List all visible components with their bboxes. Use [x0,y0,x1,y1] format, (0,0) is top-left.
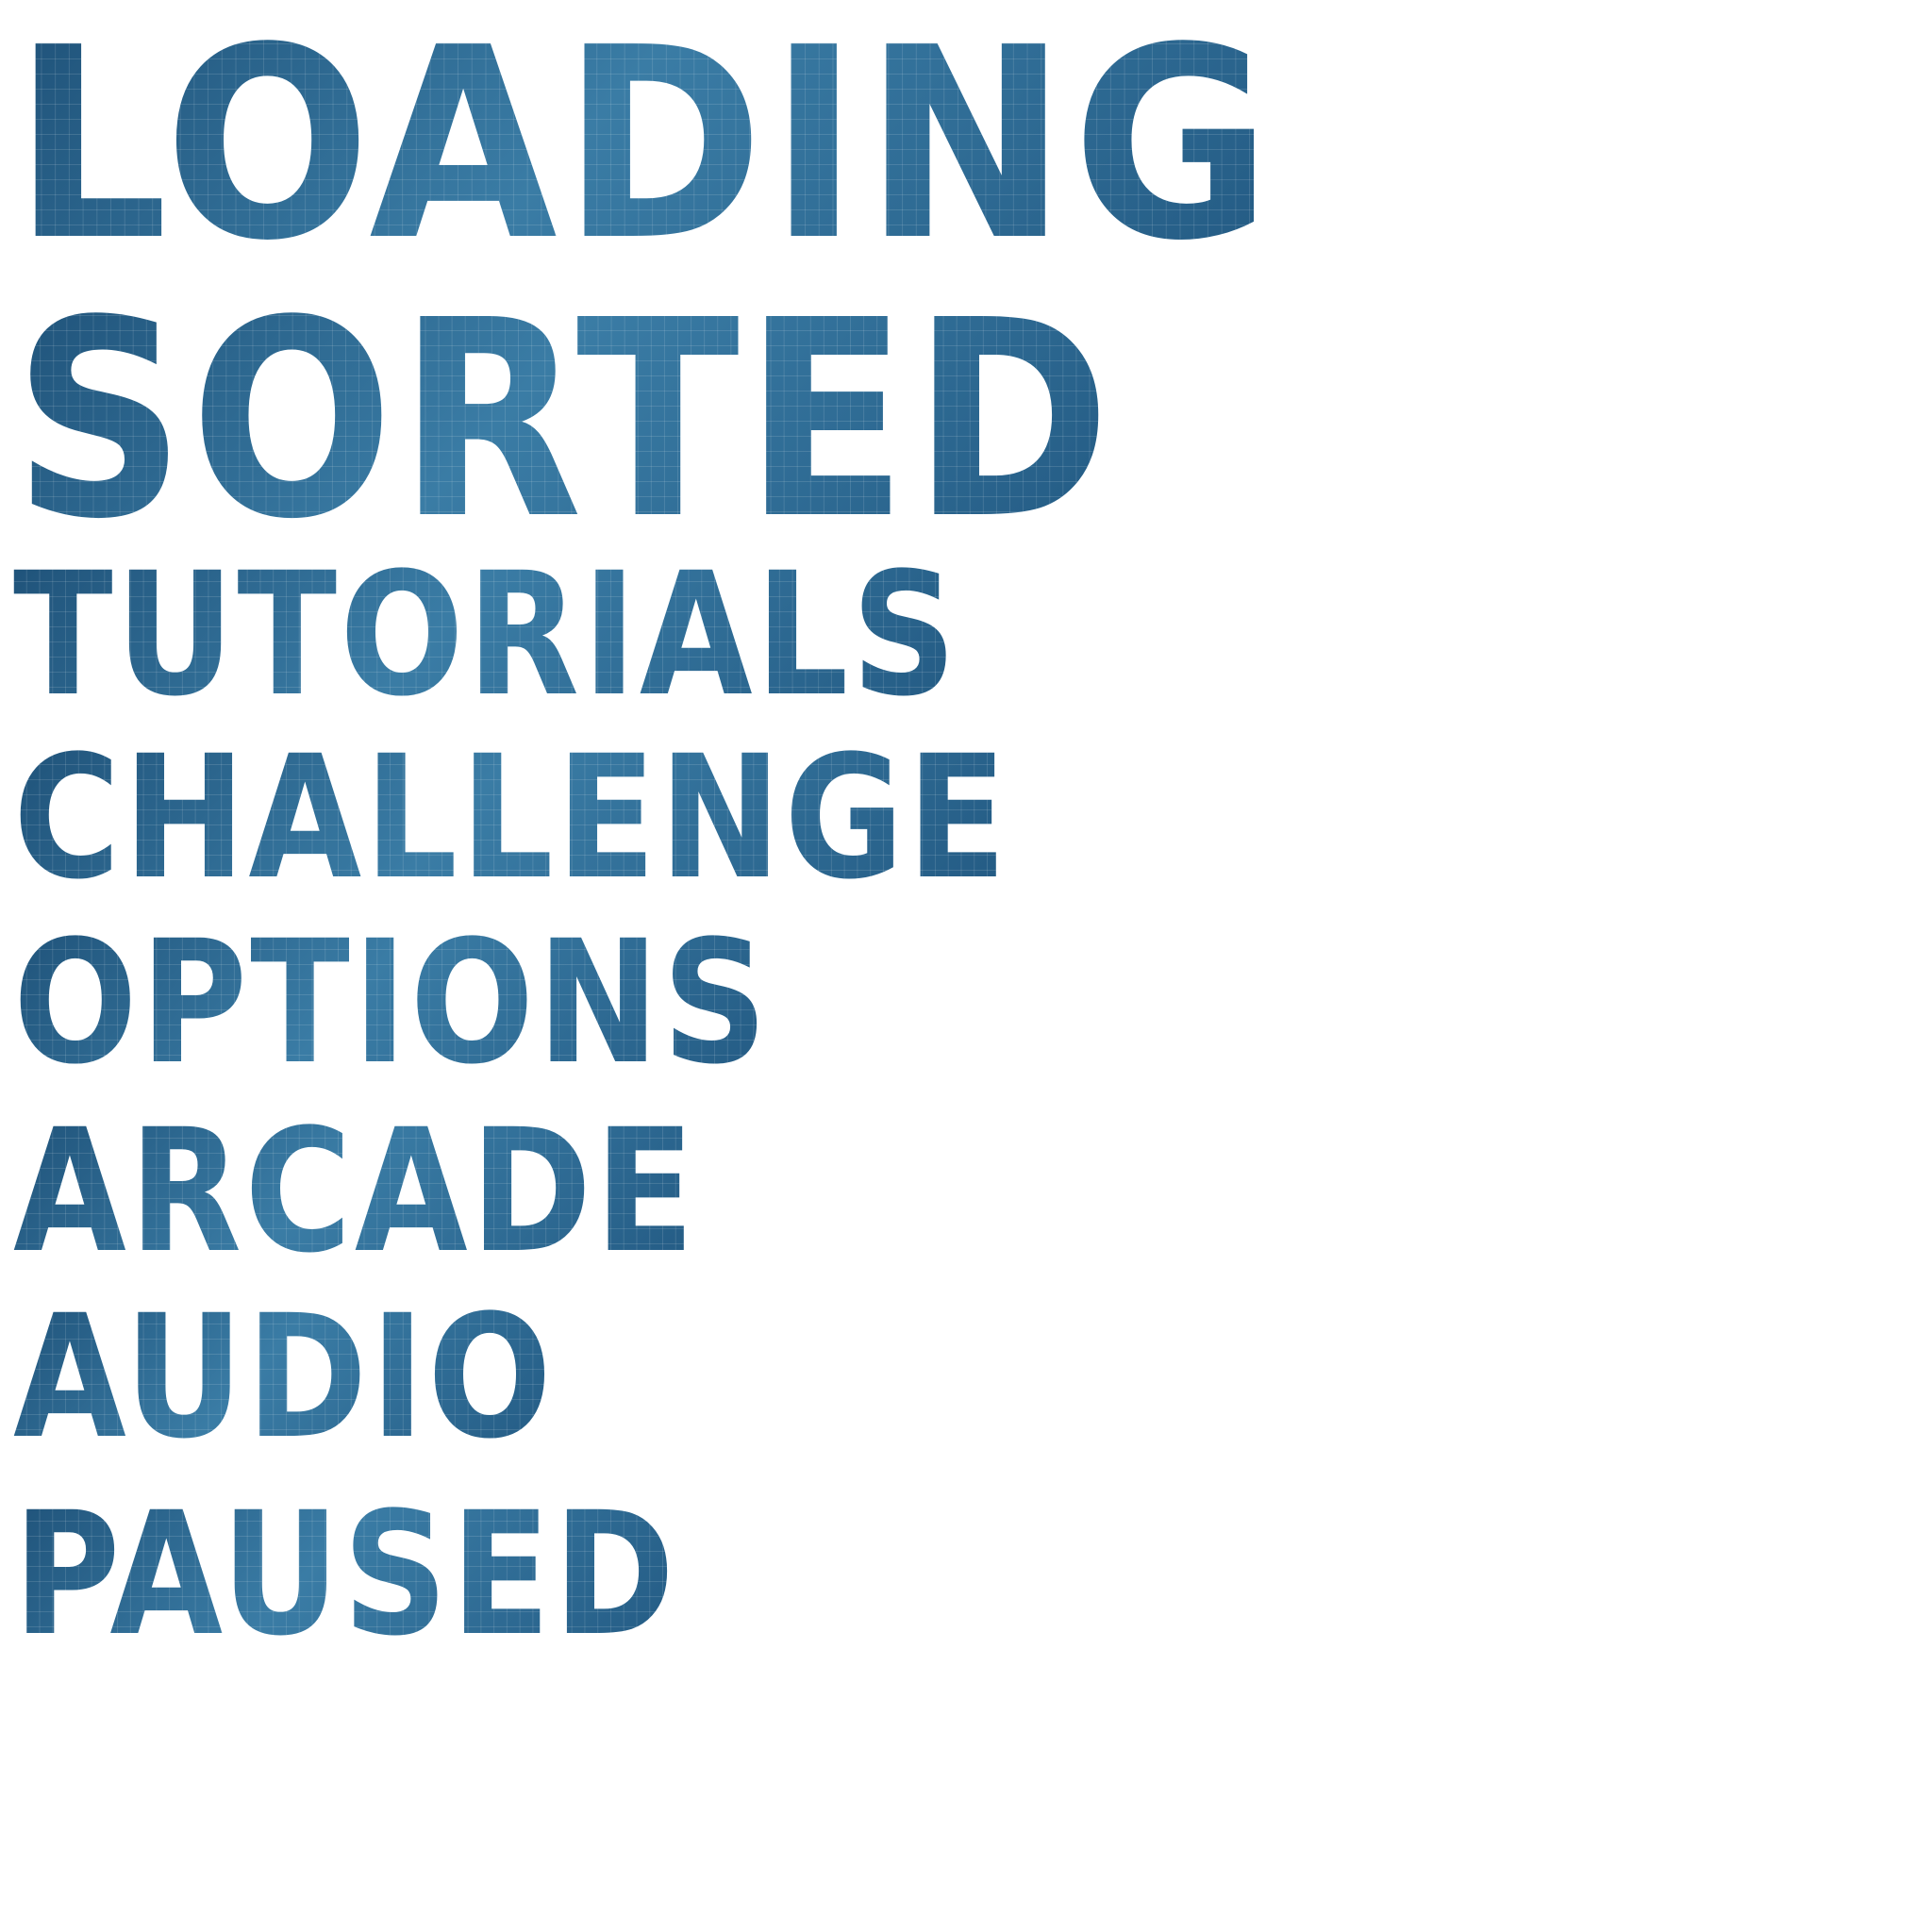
paused-menu-label: PAUSED [13,1476,678,1674]
sorted-title-text: SORTED [13,262,1116,578]
arcade-menu-label: ARCADE [13,1093,698,1291]
tutorials-menu-label: TUTORIALS [13,537,960,734]
audio-menu-label: AUDIO [13,1279,555,1476]
options-menu-label: OPTIONS [13,905,771,1102]
challenge-menu-label: CHALLENGE [13,720,1010,917]
loading-title-text: LOADING [13,0,1277,299]
